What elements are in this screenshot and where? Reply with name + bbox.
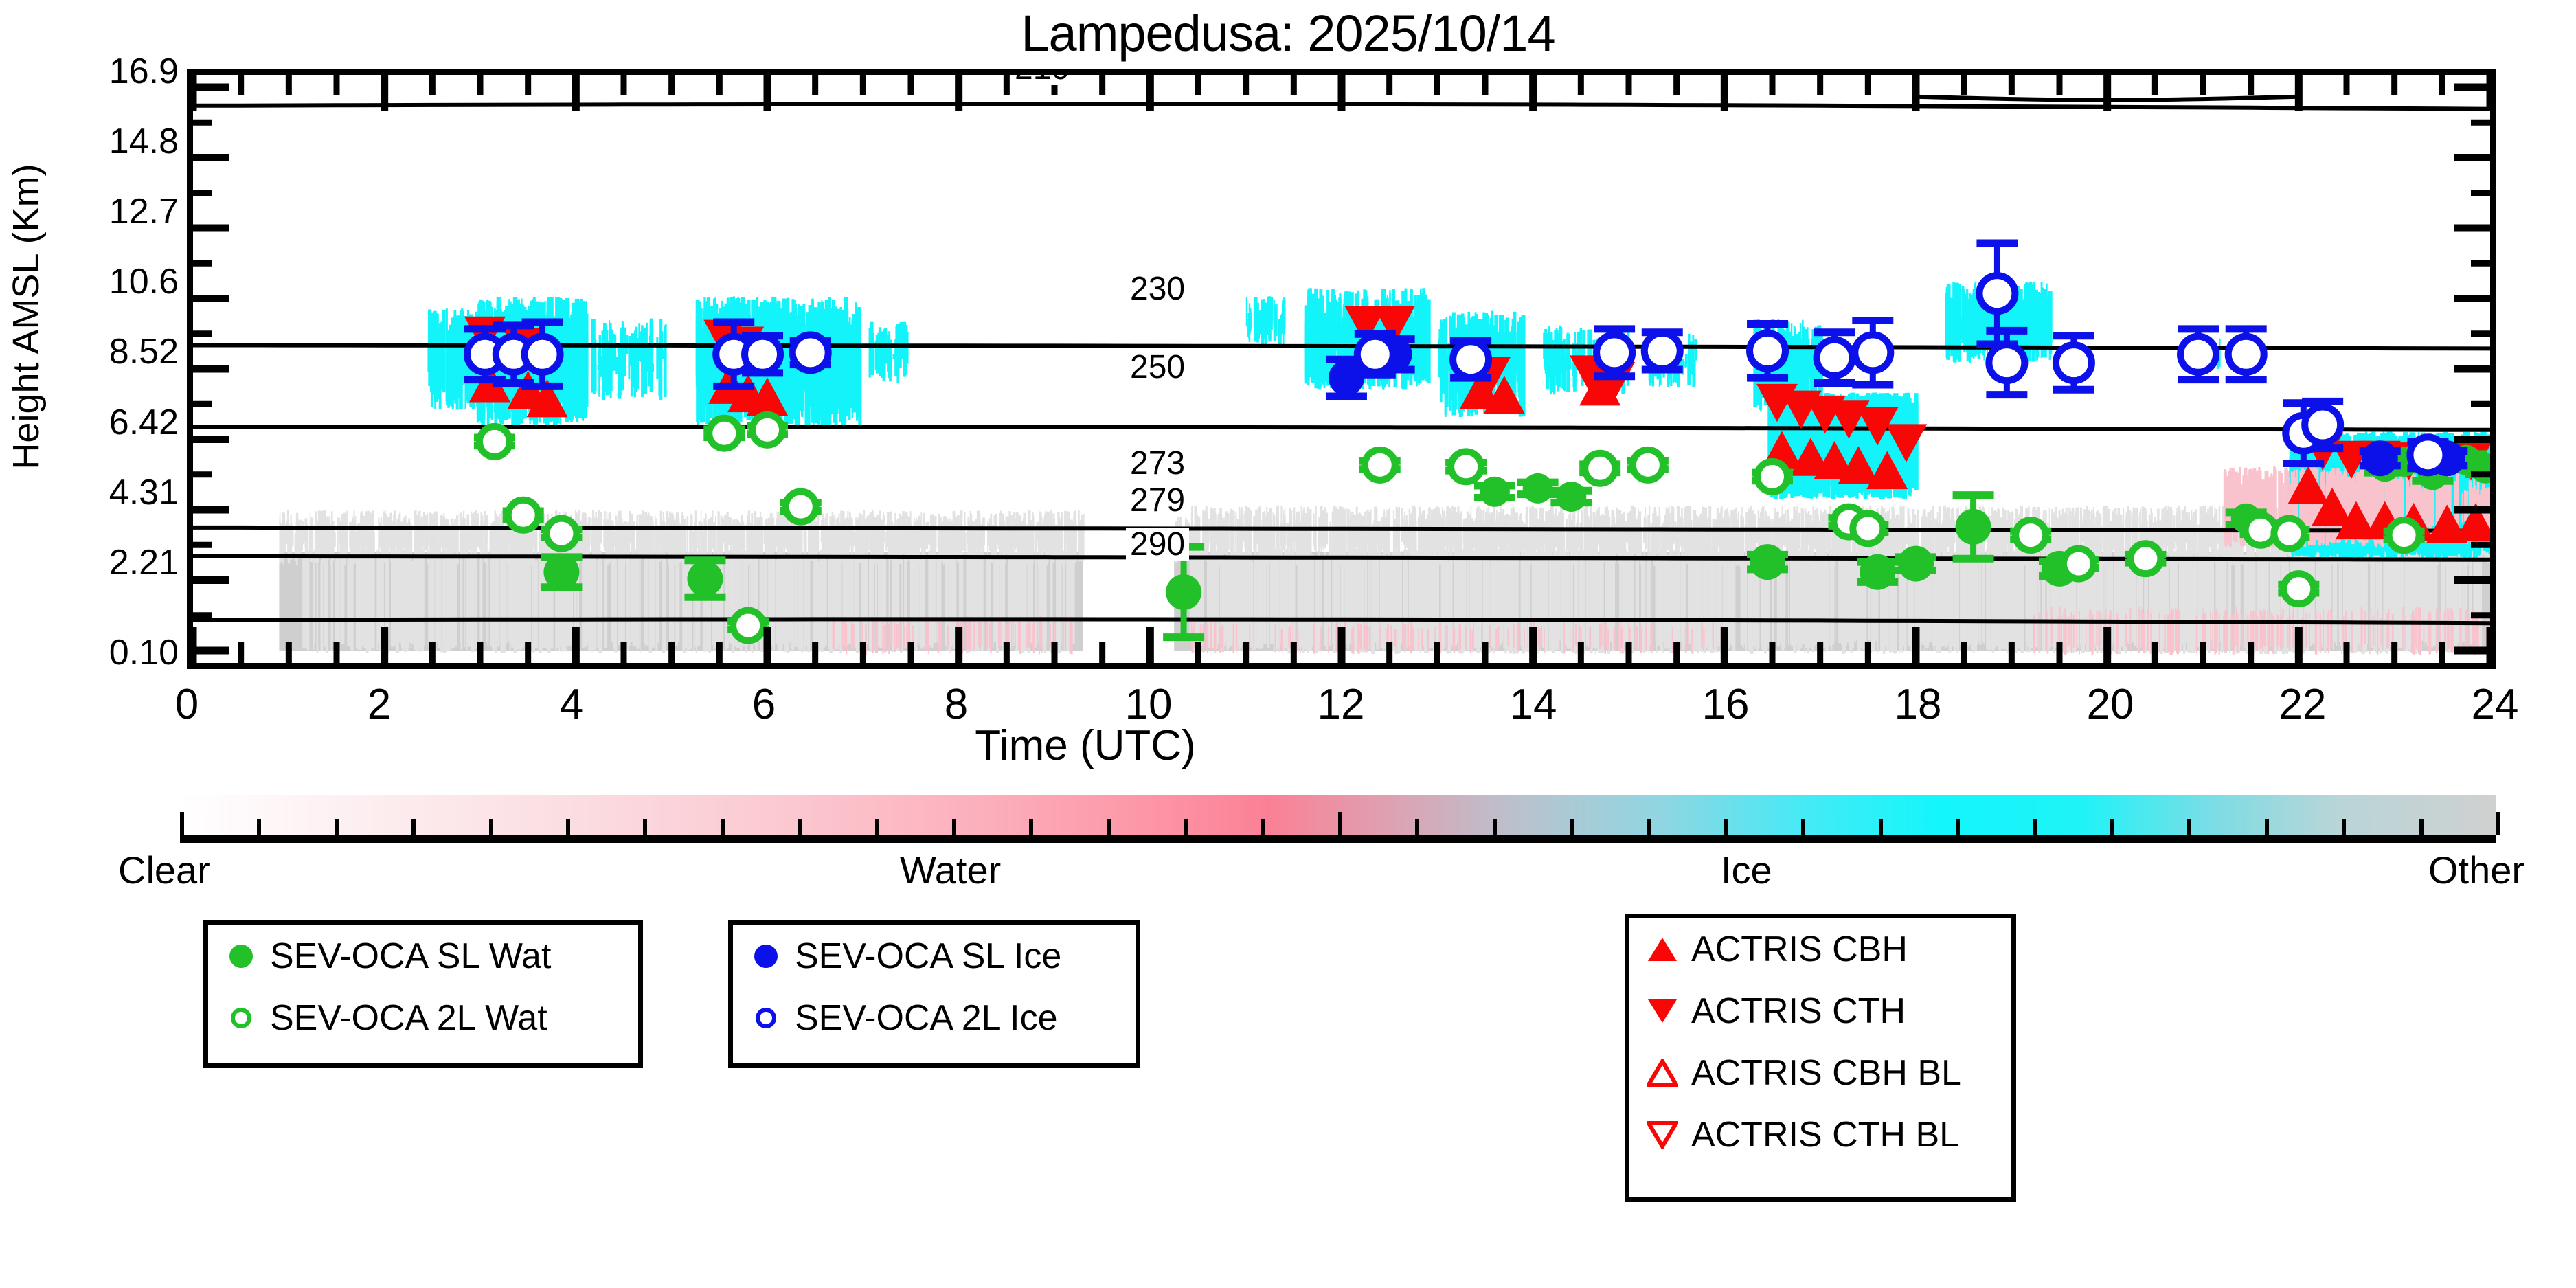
isotherm-label: 230 [1126, 273, 1190, 306]
x-tick-label: 8 [944, 681, 969, 728]
colorbar-tick [566, 819, 570, 835]
colorbar-tick [1106, 819, 1111, 835]
x-tick-label: 22 [2279, 681, 2327, 728]
isotherm-label: 279 [1126, 484, 1190, 517]
y-axis-label: Height AMSL (Km) [5, 163, 47, 470]
colorbar-tick [2110, 819, 2114, 835]
filled-circle-icon [748, 938, 784, 974]
colorbar-tick [488, 819, 493, 835]
legend-item-label: ACTRIS CTH BL [1691, 1115, 1960, 1155]
colorbar-tick [2496, 812, 2500, 835]
colorbar-tick [1184, 819, 1188, 835]
x-tick-label: 10 [1125, 681, 1173, 728]
legend-ice[interactable]: SEV-OCA SL Ice SEV-OCA 2L Ice [728, 920, 1140, 1068]
axis-ticks [193, 75, 2490, 663]
isotherm-label: 273 [1126, 447, 1190, 480]
colorbar-axis [180, 835, 2496, 843]
y-tick-label: 14.8 [109, 122, 179, 161]
y-tick-label: 2.21 [109, 543, 179, 583]
colorbar-tick [1570, 819, 1574, 835]
legend-item-label: ACTRIS CBH [1691, 929, 1908, 969]
colorbar-tick [257, 819, 262, 835]
colorbar-tick [1338, 812, 1342, 835]
legend-item-label: ACTRIS CTH [1691, 991, 1906, 1031]
colorbar-tick [1878, 819, 1883, 835]
legend-item-label: SEV-OCA SL Ice [795, 936, 1062, 976]
plot-canvas [193, 75, 2490, 663]
colorbar-tick [2264, 819, 2269, 835]
open-triangle-down-icon [1645, 1117, 1680, 1153]
y-tick-label: 12.7 [109, 192, 179, 231]
colorbar-tick [1415, 819, 1420, 835]
open-circle-icon [748, 1000, 784, 1036]
colorbar-label-ice: Ice [1721, 848, 1772, 892]
colorbar-tick [411, 819, 416, 835]
legend-item[interactable]: ACTRIS CBH BL [1629, 1042, 2011, 1104]
x-tick-label: 0 [174, 681, 199, 728]
legend-item-label: SEV-OCA 2L Wat [270, 998, 547, 1038]
open-triangle-up-icon [1645, 1055, 1680, 1091]
colorbar-tick [798, 819, 802, 835]
x-tick-label: 6 [752, 681, 776, 728]
x-axis-label: Time (UTC) [975, 722, 1196, 769]
colorbar-tick [334, 819, 339, 835]
x-tick-label: 24 [2471, 681, 2519, 728]
y-tick-label: 8.52 [109, 332, 179, 372]
data-markers [463, 239, 2490, 644]
isotherm-label: 210 [1010, 75, 1074, 85]
colorbar-tick [2033, 819, 2037, 835]
x-tick-label: 12 [1317, 681, 1365, 728]
colorbar-tick [1261, 819, 1265, 835]
legend-actris[interactable]: ACTRIS CBH ACTRIS CTH ACTRIS CBH BL ACTR… [1625, 914, 2016, 1202]
x-tick-label: 20 [2086, 681, 2134, 728]
legend-item[interactable]: SEV-OCA SL Ice [733, 925, 1136, 987]
open-circle-icon [223, 1000, 259, 1036]
legend-item[interactable]: ACTRIS CTH [1629, 980, 2011, 1042]
colorbar-tick [1492, 819, 1497, 835]
legend-item[interactable]: SEV-OCA 2L Wat [208, 987, 638, 1049]
legend-item[interactable]: SEV-OCA 2L Ice [733, 987, 1136, 1049]
colorbar-tick [1724, 819, 1728, 835]
y-tick-label: 0.10 [109, 633, 179, 673]
filled-triangle-down-icon [1645, 993, 1680, 1029]
colorbar-label-water: Water [900, 848, 1002, 892]
y-tick-label: 4.31 [109, 473, 179, 512]
filled-circle-icon [223, 938, 259, 974]
colorbar-tick [874, 819, 879, 835]
colorbar-label-other: Other [2428, 848, 2525, 892]
isotherm-label: 290 [1126, 528, 1190, 561]
x-tick-label: 14 [1509, 681, 1557, 728]
legend-water[interactable]: SEV-OCA SL Wat SEV-OCA 2L Wat [203, 920, 643, 1068]
filled-triangle-up-icon [1645, 931, 1680, 967]
colorbar-tick [952, 819, 956, 835]
y-tick-label: 10.6 [109, 262, 179, 302]
colorbar-label-clear: Clear [118, 848, 210, 892]
x-tick-label: 18 [1894, 681, 1942, 728]
plot-area[interactable]: 210 230 250 273 279 290 [187, 69, 2496, 669]
legend-item[interactable]: ACTRIS CTH BL [1629, 1104, 2011, 1166]
colorbar-tick [1801, 819, 1806, 835]
colorbar-tick [2342, 819, 2347, 835]
y-tick-label: 16.9 [109, 52, 179, 91]
x-tick-label: 2 [367, 681, 392, 728]
colorbar-tick [2187, 819, 2192, 835]
legend-item-label: SEV-OCA 2L Ice [795, 998, 1058, 1038]
legend-item[interactable]: SEV-OCA SL Wat [208, 925, 638, 987]
legend-item[interactable]: ACTRIS CBH [1629, 918, 2011, 980]
colorbar-tick [1647, 819, 1651, 835]
y-tick-label: 6.42 [109, 403, 179, 442]
colorbar-tick [643, 819, 648, 835]
colorbar-tick [2419, 819, 2424, 835]
x-tick-label: 4 [559, 681, 584, 728]
colorbar-tick [1956, 819, 1961, 835]
colorbar-tick [180, 812, 184, 835]
isotherm-label: 250 [1126, 351, 1190, 384]
chart-title: Lampedusa: 2025/10/14 [1021, 5, 1555, 62]
x-tick-label: 16 [1702, 681, 1750, 728]
colorbar-tick [720, 819, 725, 835]
colorbar-tick [1029, 819, 1034, 835]
legend-item-label: SEV-OCA SL Wat [270, 936, 552, 976]
legend-item-label: ACTRIS CBH BL [1691, 1053, 1961, 1093]
